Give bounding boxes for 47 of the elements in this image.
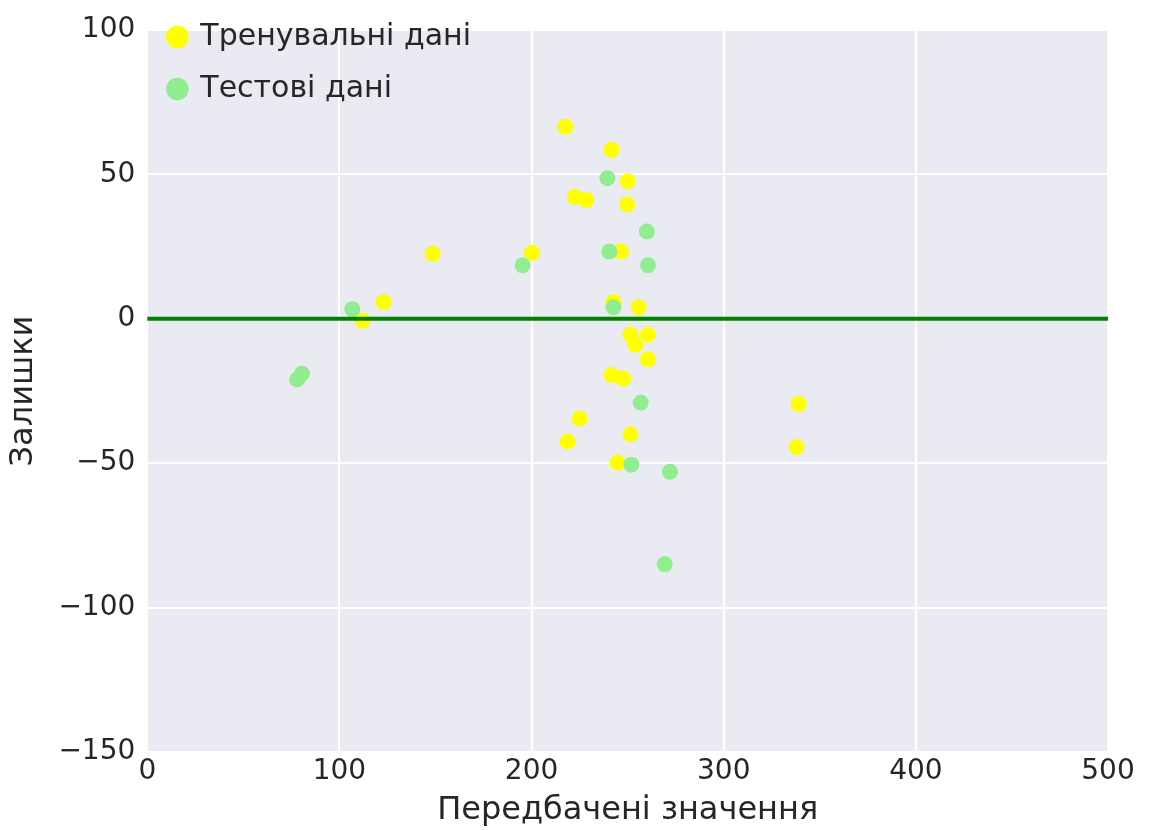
point xyxy=(640,257,657,274)
point xyxy=(640,351,657,368)
x-tick-label: 200 xyxy=(504,753,559,787)
y-tick-label: 50 xyxy=(99,155,136,189)
point xyxy=(559,433,576,450)
point xyxy=(375,294,392,311)
point xyxy=(293,365,310,382)
y-tick-label: −150 xyxy=(58,733,136,767)
point xyxy=(523,244,540,261)
x-tick-label: 0 xyxy=(138,753,157,787)
y-tick-label: 0 xyxy=(117,300,136,334)
x-tick-label: 400 xyxy=(889,753,943,787)
point xyxy=(632,394,649,411)
x-tick-label: 100 xyxy=(312,753,367,787)
point xyxy=(344,301,361,318)
point xyxy=(790,396,807,412)
point xyxy=(622,426,639,443)
point xyxy=(630,299,647,316)
point xyxy=(638,223,655,240)
x-tick-label: 300 xyxy=(697,753,751,787)
point xyxy=(619,173,636,190)
point xyxy=(619,196,636,213)
point xyxy=(601,243,618,260)
point xyxy=(627,336,644,353)
y-axis-title: Залишки xyxy=(1,315,40,467)
point xyxy=(609,454,626,471)
x-axis-title: Передбачені значення xyxy=(437,789,819,828)
point xyxy=(640,326,657,343)
point xyxy=(615,370,632,387)
point xyxy=(603,141,620,158)
y-tick-label: 100 xyxy=(81,11,136,45)
point xyxy=(557,118,574,135)
point xyxy=(788,439,805,456)
point xyxy=(661,463,678,480)
point xyxy=(623,456,640,473)
point xyxy=(514,257,531,274)
y-tick-label: −100 xyxy=(58,588,136,622)
legend-label: Тренувальні дані xyxy=(199,16,471,52)
x-tick-label: 500 xyxy=(1081,753,1135,787)
point xyxy=(578,192,595,209)
point xyxy=(571,410,588,427)
point xyxy=(656,556,673,573)
point xyxy=(599,170,616,187)
point xyxy=(605,299,622,316)
point xyxy=(424,245,441,262)
y-tick-label: −50 xyxy=(76,444,136,478)
legend-label: Тестові дані xyxy=(199,68,393,104)
